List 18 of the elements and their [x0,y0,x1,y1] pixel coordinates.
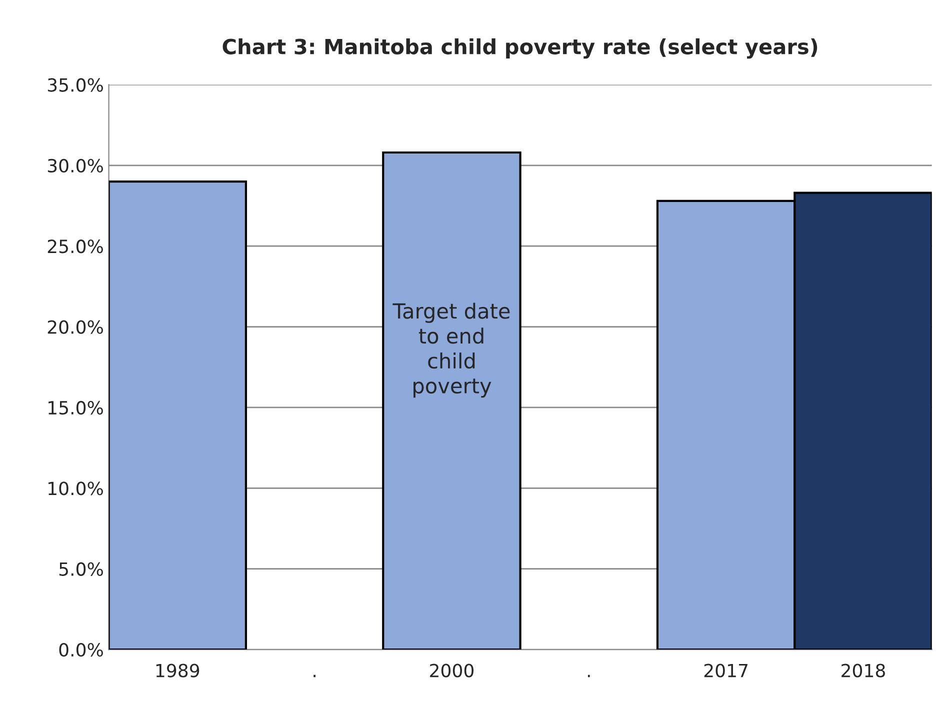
x-tick-label: . [314,674,316,678]
annotation: Target date to end child poverty [392,302,510,398]
y-tick-label: 5.0% [59,562,103,576]
chart-title: Chart 3: Manitoba child poverty rate (select years) [222,38,818,59]
y-tick-label: 15.0% [48,400,103,415]
x-tick-label: 2017 [704,664,748,678]
y-tick-label: 20.0% [48,320,103,334]
x-tick-label: 2018 [842,664,885,678]
y-tick-label: 10.0% [48,482,103,496]
bar [108,180,248,650]
y-tick-label: 0.0% [59,642,103,657]
bar [382,151,522,650]
y-tick-label: 25.0% [48,240,103,254]
y-tick-label: 35.0% [48,78,103,92]
x-tick-label: . [588,674,590,678]
x-tick-label: 2000 [430,664,474,678]
x-tick-label: 1989 [156,664,200,678]
y-tick-label: 30.0% [48,158,103,173]
